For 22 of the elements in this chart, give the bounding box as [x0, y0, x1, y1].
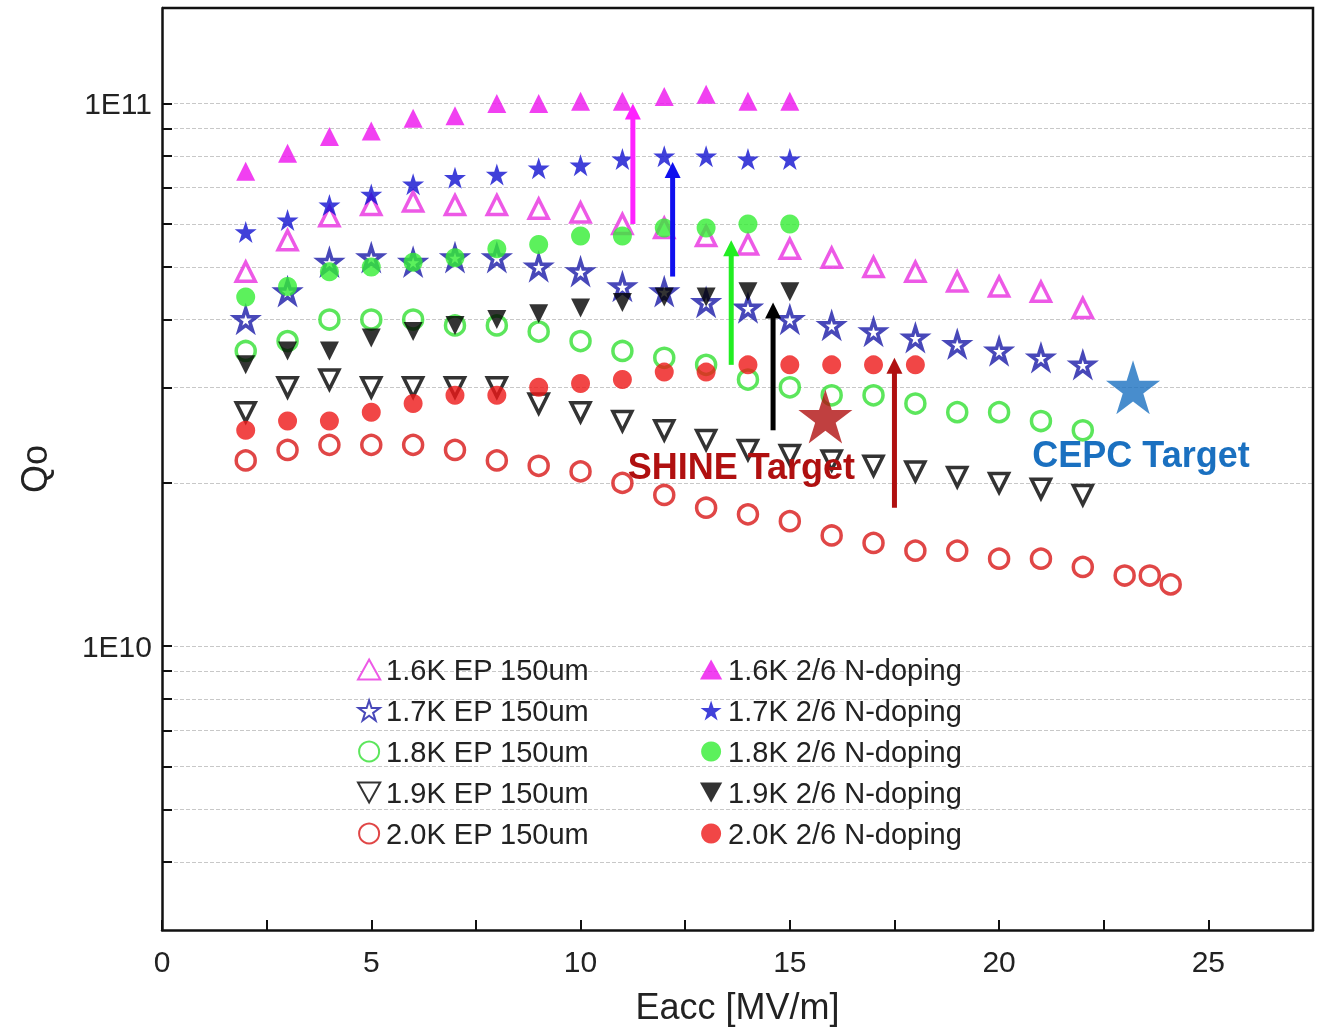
x-tick-label: 20	[982, 944, 1016, 978]
x-tick-label: 25	[1191, 944, 1226, 978]
x-tick-label: 15	[773, 944, 807, 978]
legend-label: 1.6K 2/6 N-doping	[728, 653, 962, 686]
x-tick-label: 10	[563, 944, 598, 978]
legend-label: 2.0K 2/6 N-doping	[728, 817, 962, 850]
legend-label: 1.7K EP 150um	[386, 694, 589, 727]
legend-label: 1.9K 2/6 N-doping	[728, 776, 962, 809]
legend-label: 1.8K EP 150um	[386, 735, 589, 768]
y-axis-title: Qo	[13, 444, 55, 494]
legend-label: 2.0K EP 150um	[386, 817, 589, 850]
legend-label: 1.7K 2/6 N-doping	[728, 694, 962, 727]
x-tick-label: 5	[362, 944, 380, 978]
x-tick-label: 0	[153, 944, 171, 978]
legend-label: 1.6K EP 150um	[386, 653, 589, 686]
x-axis-title: Eacc [MV/m]	[635, 985, 840, 1027]
annotation: CEPC Target	[1032, 434, 1250, 476]
legend-label: 1.8K 2/6 N-doping	[728, 735, 962, 768]
y-tick-label: 1E10	[81, 629, 152, 663]
legend-label: 1.9K EP 150um	[386, 776, 589, 809]
annotation: SHINE Target	[627, 445, 856, 487]
y-tick-label: 1E11	[84, 87, 152, 121]
